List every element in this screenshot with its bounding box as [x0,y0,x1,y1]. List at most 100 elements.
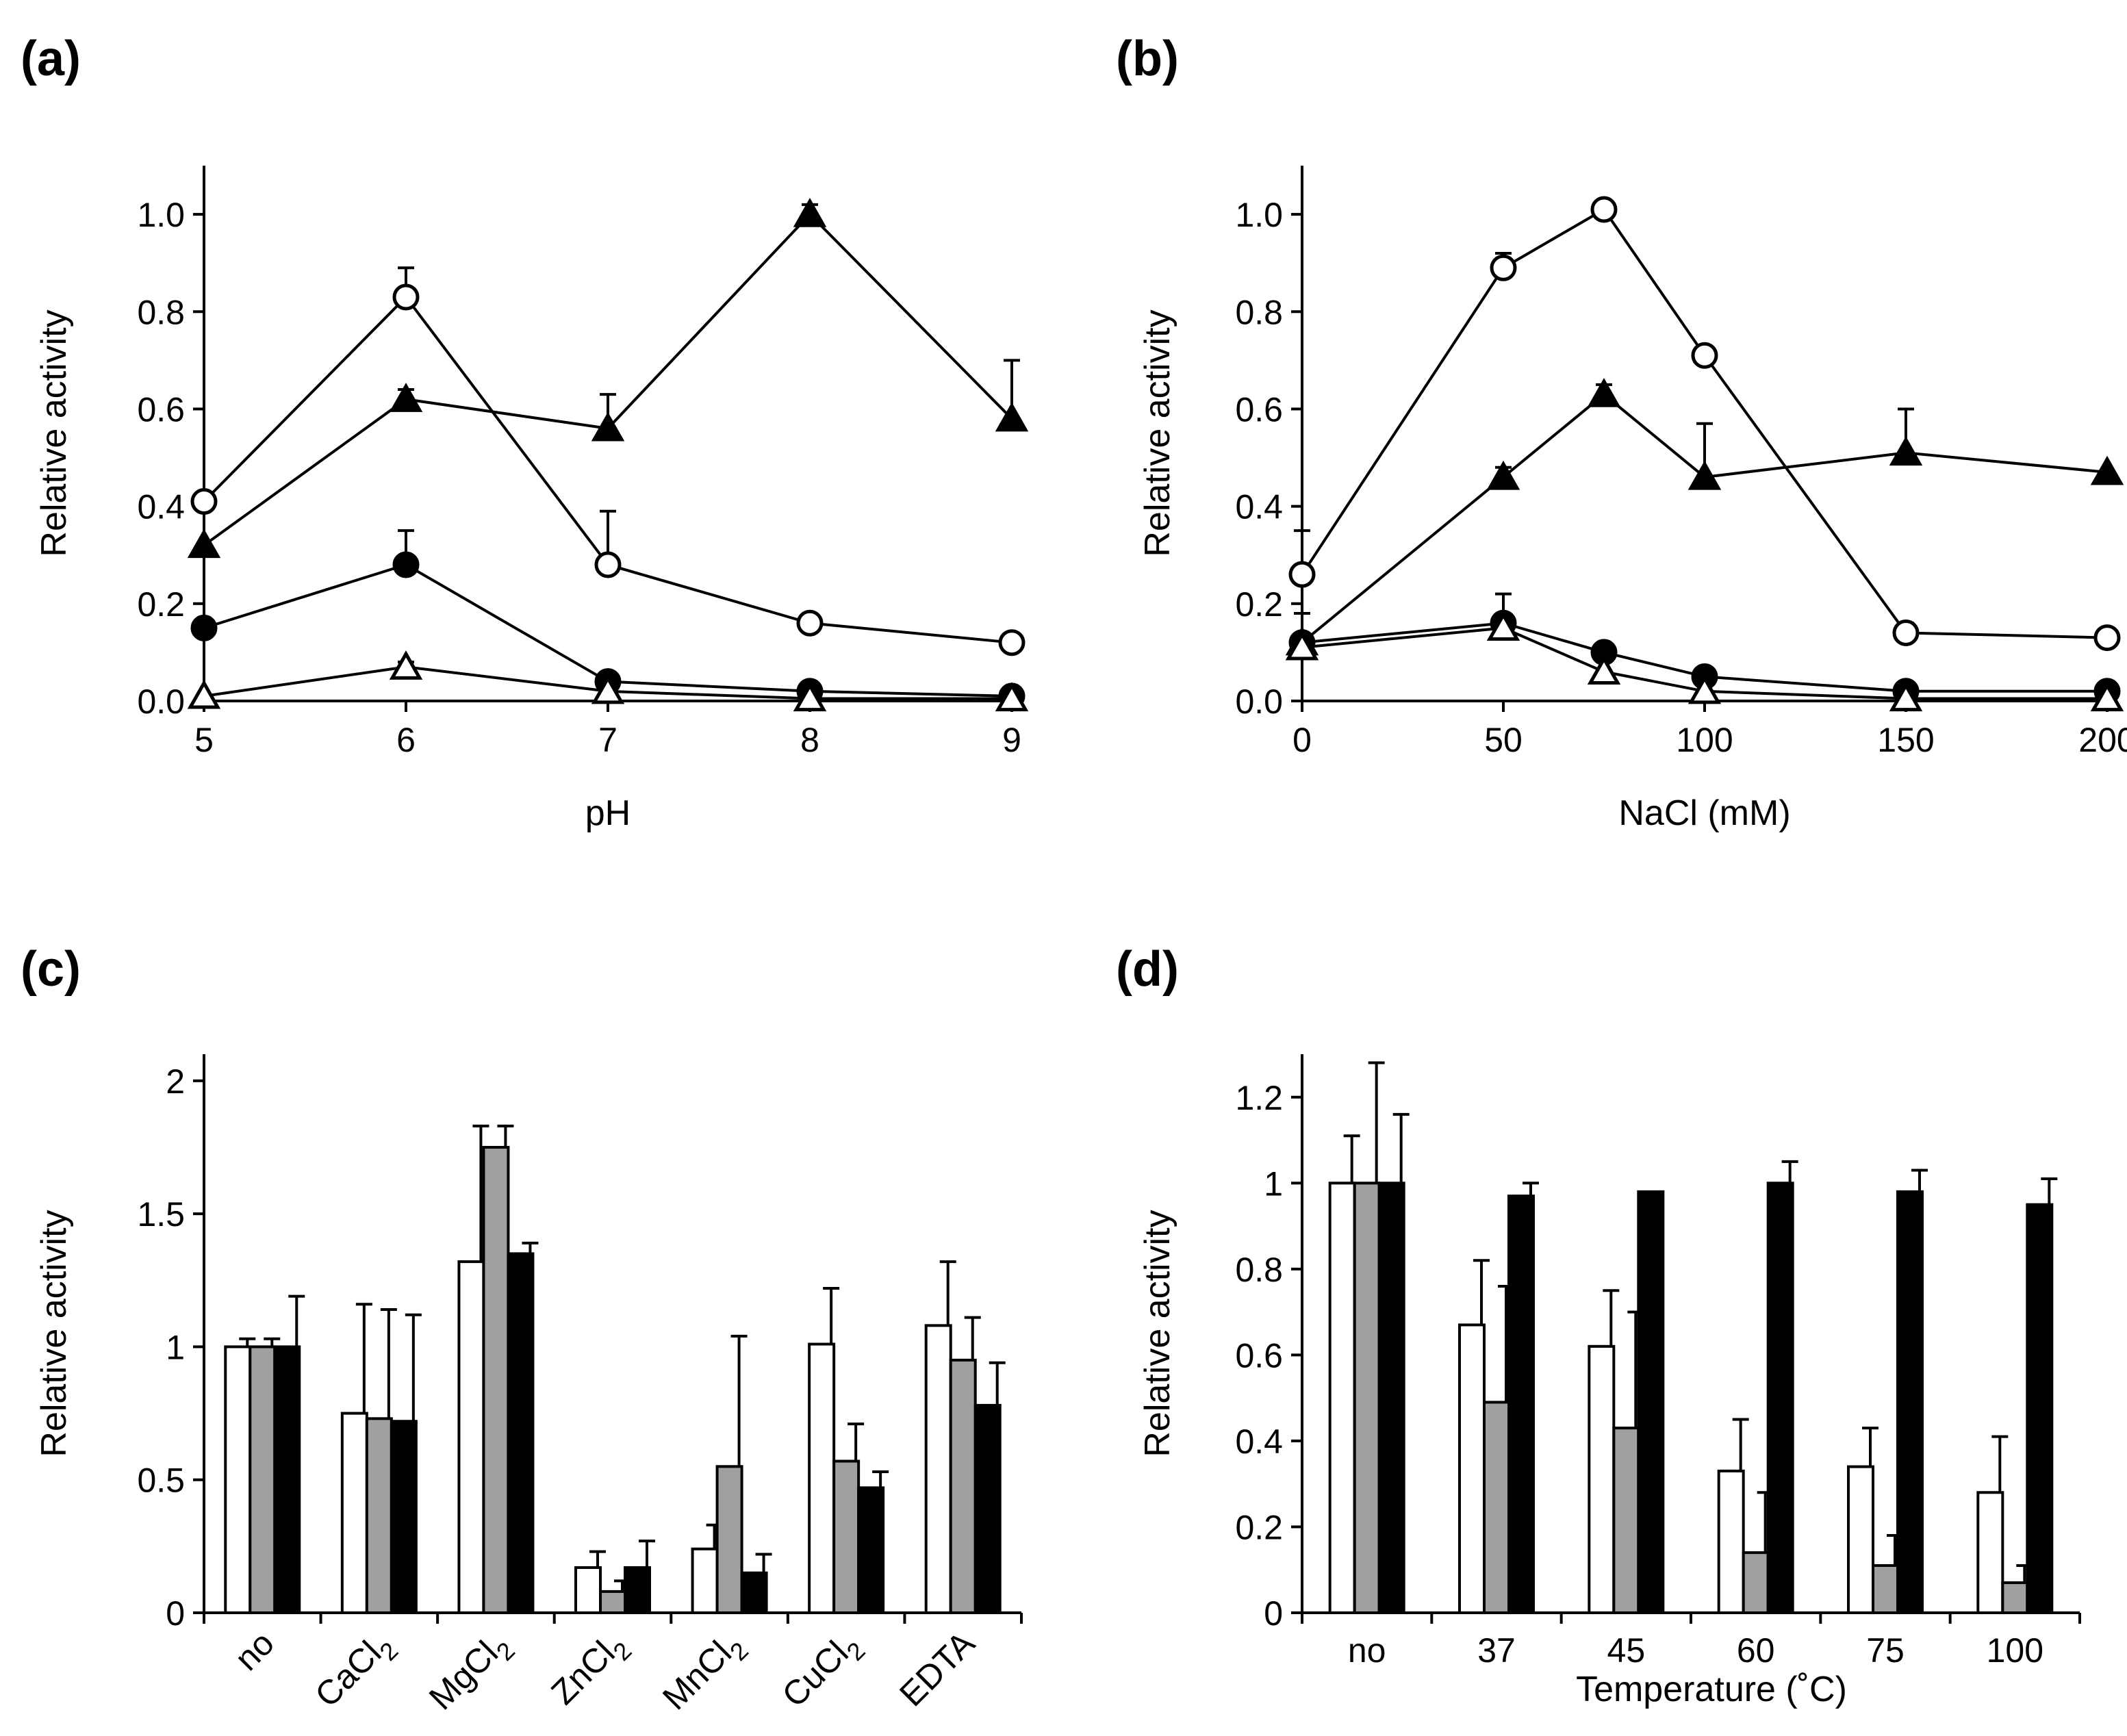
data-point [1587,378,1621,407]
x-tick-label: 60 [1737,1631,1775,1670]
data-point [594,551,622,578]
data-point [1892,619,1920,646]
x-axis-title: NaCl (mM) [1618,793,1790,833]
bar [507,1252,535,1614]
bar [482,1146,510,1614]
x-tick-label: EDTA [892,1624,982,1714]
x-tick-label-main: EDTA [892,1624,982,1714]
panel-label: (b) [1116,31,1179,86]
x-axis-title: Temperature (˚C) [1576,1670,1847,1709]
data-point [2093,624,2121,652]
y-tick-label: 1.2 [1235,1079,1283,1117]
y-axis-title: Relative activity [34,309,74,557]
data-point [389,650,423,680]
x-tick-label: no [227,1624,281,1678]
x-tick-label: 9 [1002,721,1021,759]
y-tick-label: 0.2 [137,585,185,624]
panel-label: (c) [21,942,81,997]
series-filled-triangle [1285,378,2124,656]
y-tick-label: 0.4 [137,488,185,526]
y-tick-label: 0.5 [137,1461,185,1500]
y-axis-title: Relative activity [1138,309,1177,557]
bar [457,1260,485,1614]
bar [1717,1469,1745,1615]
x-tick-label: 100 [1987,1631,2043,1670]
y-tick-label: 0 [1264,1594,1283,1633]
y-tick-label: 1.5 [137,1195,185,1234]
bar [624,1566,651,1615]
series-line [1301,207,2108,639]
data-point [1490,254,1517,281]
y-tick-label: 0.4 [1235,1422,1283,1461]
data-point [1687,460,1722,490]
data-point [1486,460,1520,490]
data-point [187,679,221,709]
panel-d: (d) 0 0.2 0.4 0.6 0.8 1 1.2 Relative activity no 3… [1116,942,2081,1709]
data-point [1285,630,1319,661]
y-axis-title: Relative activity [34,1210,74,1457]
series-open-triangle [1285,611,2124,712]
y-tick-label: 0.2 [1235,1508,1283,1546]
data-point [793,682,827,712]
bar [808,1342,836,1614]
x-tick-label: MgCl2 [422,1624,520,1722]
bar [273,1345,301,1615]
x-tick-label: 6 [396,721,416,759]
bar [1328,1182,1356,1615]
bar [740,1571,768,1615]
data-point [392,551,420,578]
bar [249,1345,277,1615]
y-tick-label: 0 [166,1594,185,1633]
bar [949,1358,977,1615]
series-line [1301,622,2107,693]
x-tick-label: 37 [1477,1631,1516,1670]
bar [365,1417,393,1614]
data-point [591,411,625,442]
bar [2026,1203,2054,1614]
x-axis-title: pH [585,793,631,833]
panel-label: (d) [1116,942,1179,997]
x-tick-label: 45 [1607,1631,1646,1670]
data-point [389,383,423,412]
bar [973,1403,1002,1615]
data-point [796,609,824,637]
data-point [1687,674,1722,704]
data-point [591,674,625,704]
x-tick-label-main: no [227,1624,281,1678]
bar [1612,1427,1640,1614]
y-tick-label: 0.6 [1235,390,1283,429]
data-point [1590,196,1618,223]
series-open-circle [190,266,1026,656]
series-line [1301,392,2108,644]
y-tick-label: 0.8 [1235,1251,1283,1289]
x-tick-label: CaCl2 [307,1624,403,1720]
x-tick-label: 7 [598,721,617,759]
bar [1483,1401,1510,1614]
y-axis-title: Relative activity [1138,1210,1177,1457]
panel-b: (b) 0.0 0.2 0.4 0.6 0.8 1.0 Relative activity 0 5… [1116,31,2127,833]
bar [1766,1182,1794,1615]
bar [832,1459,861,1615]
y-tick-label: 0.6 [137,390,185,429]
bar [224,1345,252,1615]
x-tick-label: no [1348,1631,1386,1670]
panel-a: (a) 0.0 0.2 0.4 0.6 0.8 1.0 Relative activity 5 6… [21,31,1029,833]
y-tick-label: 0.0 [1235,682,1283,721]
series-open-circle [1288,196,2121,652]
data-point [392,283,420,311]
x-tick-label: CuCl2 [775,1624,871,1720]
x-tick-label: ZnCl2 [544,1624,637,1717]
x-tick-label: 150 [1877,721,1934,759]
y-tick-label: 0.4 [1235,488,1283,526]
panel-label: (a) [21,31,81,86]
bar [1976,1491,2004,1614]
data-point [1288,561,1316,588]
bar [691,1547,719,1615]
bar [1507,1195,1535,1614]
data-point [187,528,221,559]
x-tick-label: 5 [194,721,214,759]
x-tick-label: 0 [1292,721,1312,759]
x-tick-label: 8 [800,721,819,759]
bar [924,1324,952,1615]
bar [857,1486,885,1614]
